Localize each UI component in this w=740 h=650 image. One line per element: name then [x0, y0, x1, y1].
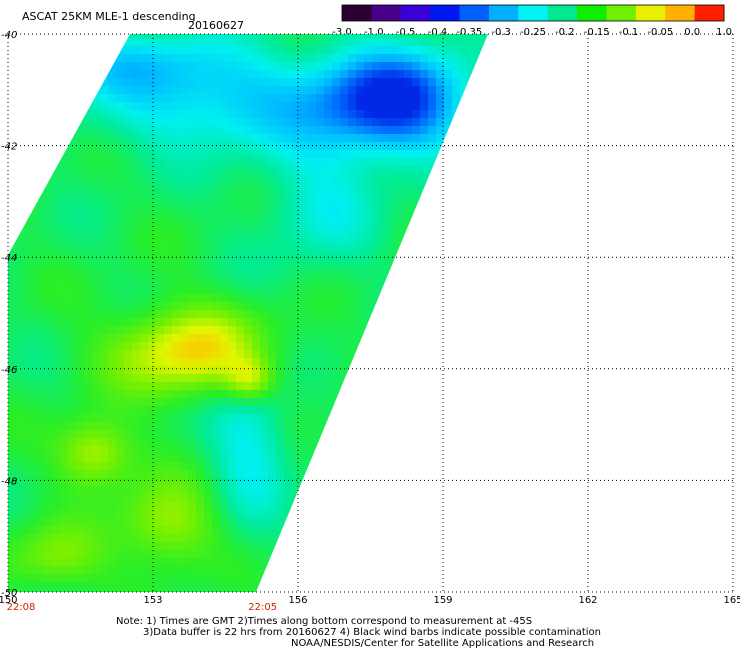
colorbar-swatch: [430, 5, 461, 21]
colorbar-tick-label: -1.0: [364, 27, 384, 38]
colorbar-tick-label: -0.35: [456, 27, 482, 38]
note-line-3: NOAA/NESDIS/Center for Satellite Applica…: [291, 638, 595, 649]
colorbar-tick-label: -0.5: [396, 27, 416, 38]
colorbar-tick-label: -0.15: [584, 27, 610, 38]
colorbar-swatch: [577, 5, 607, 21]
map-date: 20160627: [188, 19, 244, 32]
longitude-tick-label: 159: [433, 595, 452, 606]
colorbar-tick-label: -0.3: [491, 27, 511, 38]
colorbar-swatch: [635, 5, 666, 21]
colorbar-swatch: [547, 5, 578, 21]
latitude-tick-label: -42: [1, 142, 17, 153]
colorbar-tick-label: -3.0: [332, 27, 352, 38]
longitude-tick-label: 162: [578, 595, 597, 606]
latitude-tick-label: -46: [1, 365, 17, 376]
latitude-tick-label: -44: [1, 253, 17, 264]
note-line-1: Note: 1) Times are GMT 2)Times along bot…: [116, 616, 533, 627]
longitude-tick-label: 153: [143, 595, 162, 606]
colorbar-tick-label: 1.0: [716, 27, 732, 38]
colorbar-swatch: [518, 5, 549, 21]
colorbar-swatch: [342, 5, 372, 21]
colorbar-tick-label: -0.05: [647, 27, 673, 38]
colorbar-tick-label: -0.25: [520, 27, 546, 38]
longitude-tick-label: 156: [288, 595, 307, 606]
lat-lon-grid: [7, 33, 734, 593]
latitude-labels: -40 -42 -44 -46 -48 -50: [1, 30, 17, 599]
longitude-labels: 150 153 156 159 162 165: [0, 595, 740, 606]
colorbar-swatch: [694, 5, 725, 21]
colorbar-swatch: [459, 5, 490, 21]
latitude-tick-label: -40: [1, 30, 17, 41]
colorbar-tick-label: -0.2: [555, 27, 575, 38]
latitude-tick-label: -48: [1, 476, 17, 487]
colorbar-swatch: [665, 5, 696, 21]
colorbar-swatch: [606, 5, 637, 21]
latitude-tick-label: -50: [1, 588, 17, 599]
time-label: 22:08: [7, 602, 36, 613]
note-line-2: 3)Data buffer is 22 hrs from 20160627 4)…: [143, 627, 601, 638]
colorbar-swatch: [488, 5, 519, 21]
colorbar-swatch: [371, 5, 402, 21]
longitude-tick-label: 150: [0, 595, 18, 606]
time-labels: 22:08 22:05: [7, 602, 277, 613]
colorbar-tick-label: -0.1: [619, 27, 639, 38]
map-title: ASCAT 25KM MLE-1 descending: [22, 10, 196, 23]
colorbar: -3.0 -1.0 -0.5 -0.4 -0.35 -0.3 -0.25 -0.2 -0.15-…: [332, 4, 732, 38]
colorbar-swatch: [400, 5, 431, 21]
time-label: 22:05: [248, 602, 277, 613]
longitude-tick-label: 165: [723, 595, 740, 606]
wind-swath: [8, 34, 488, 592]
colorbar-tick-label: 0.0: [684, 27, 700, 38]
colorbar-tick-label: -0.4: [428, 27, 448, 38]
